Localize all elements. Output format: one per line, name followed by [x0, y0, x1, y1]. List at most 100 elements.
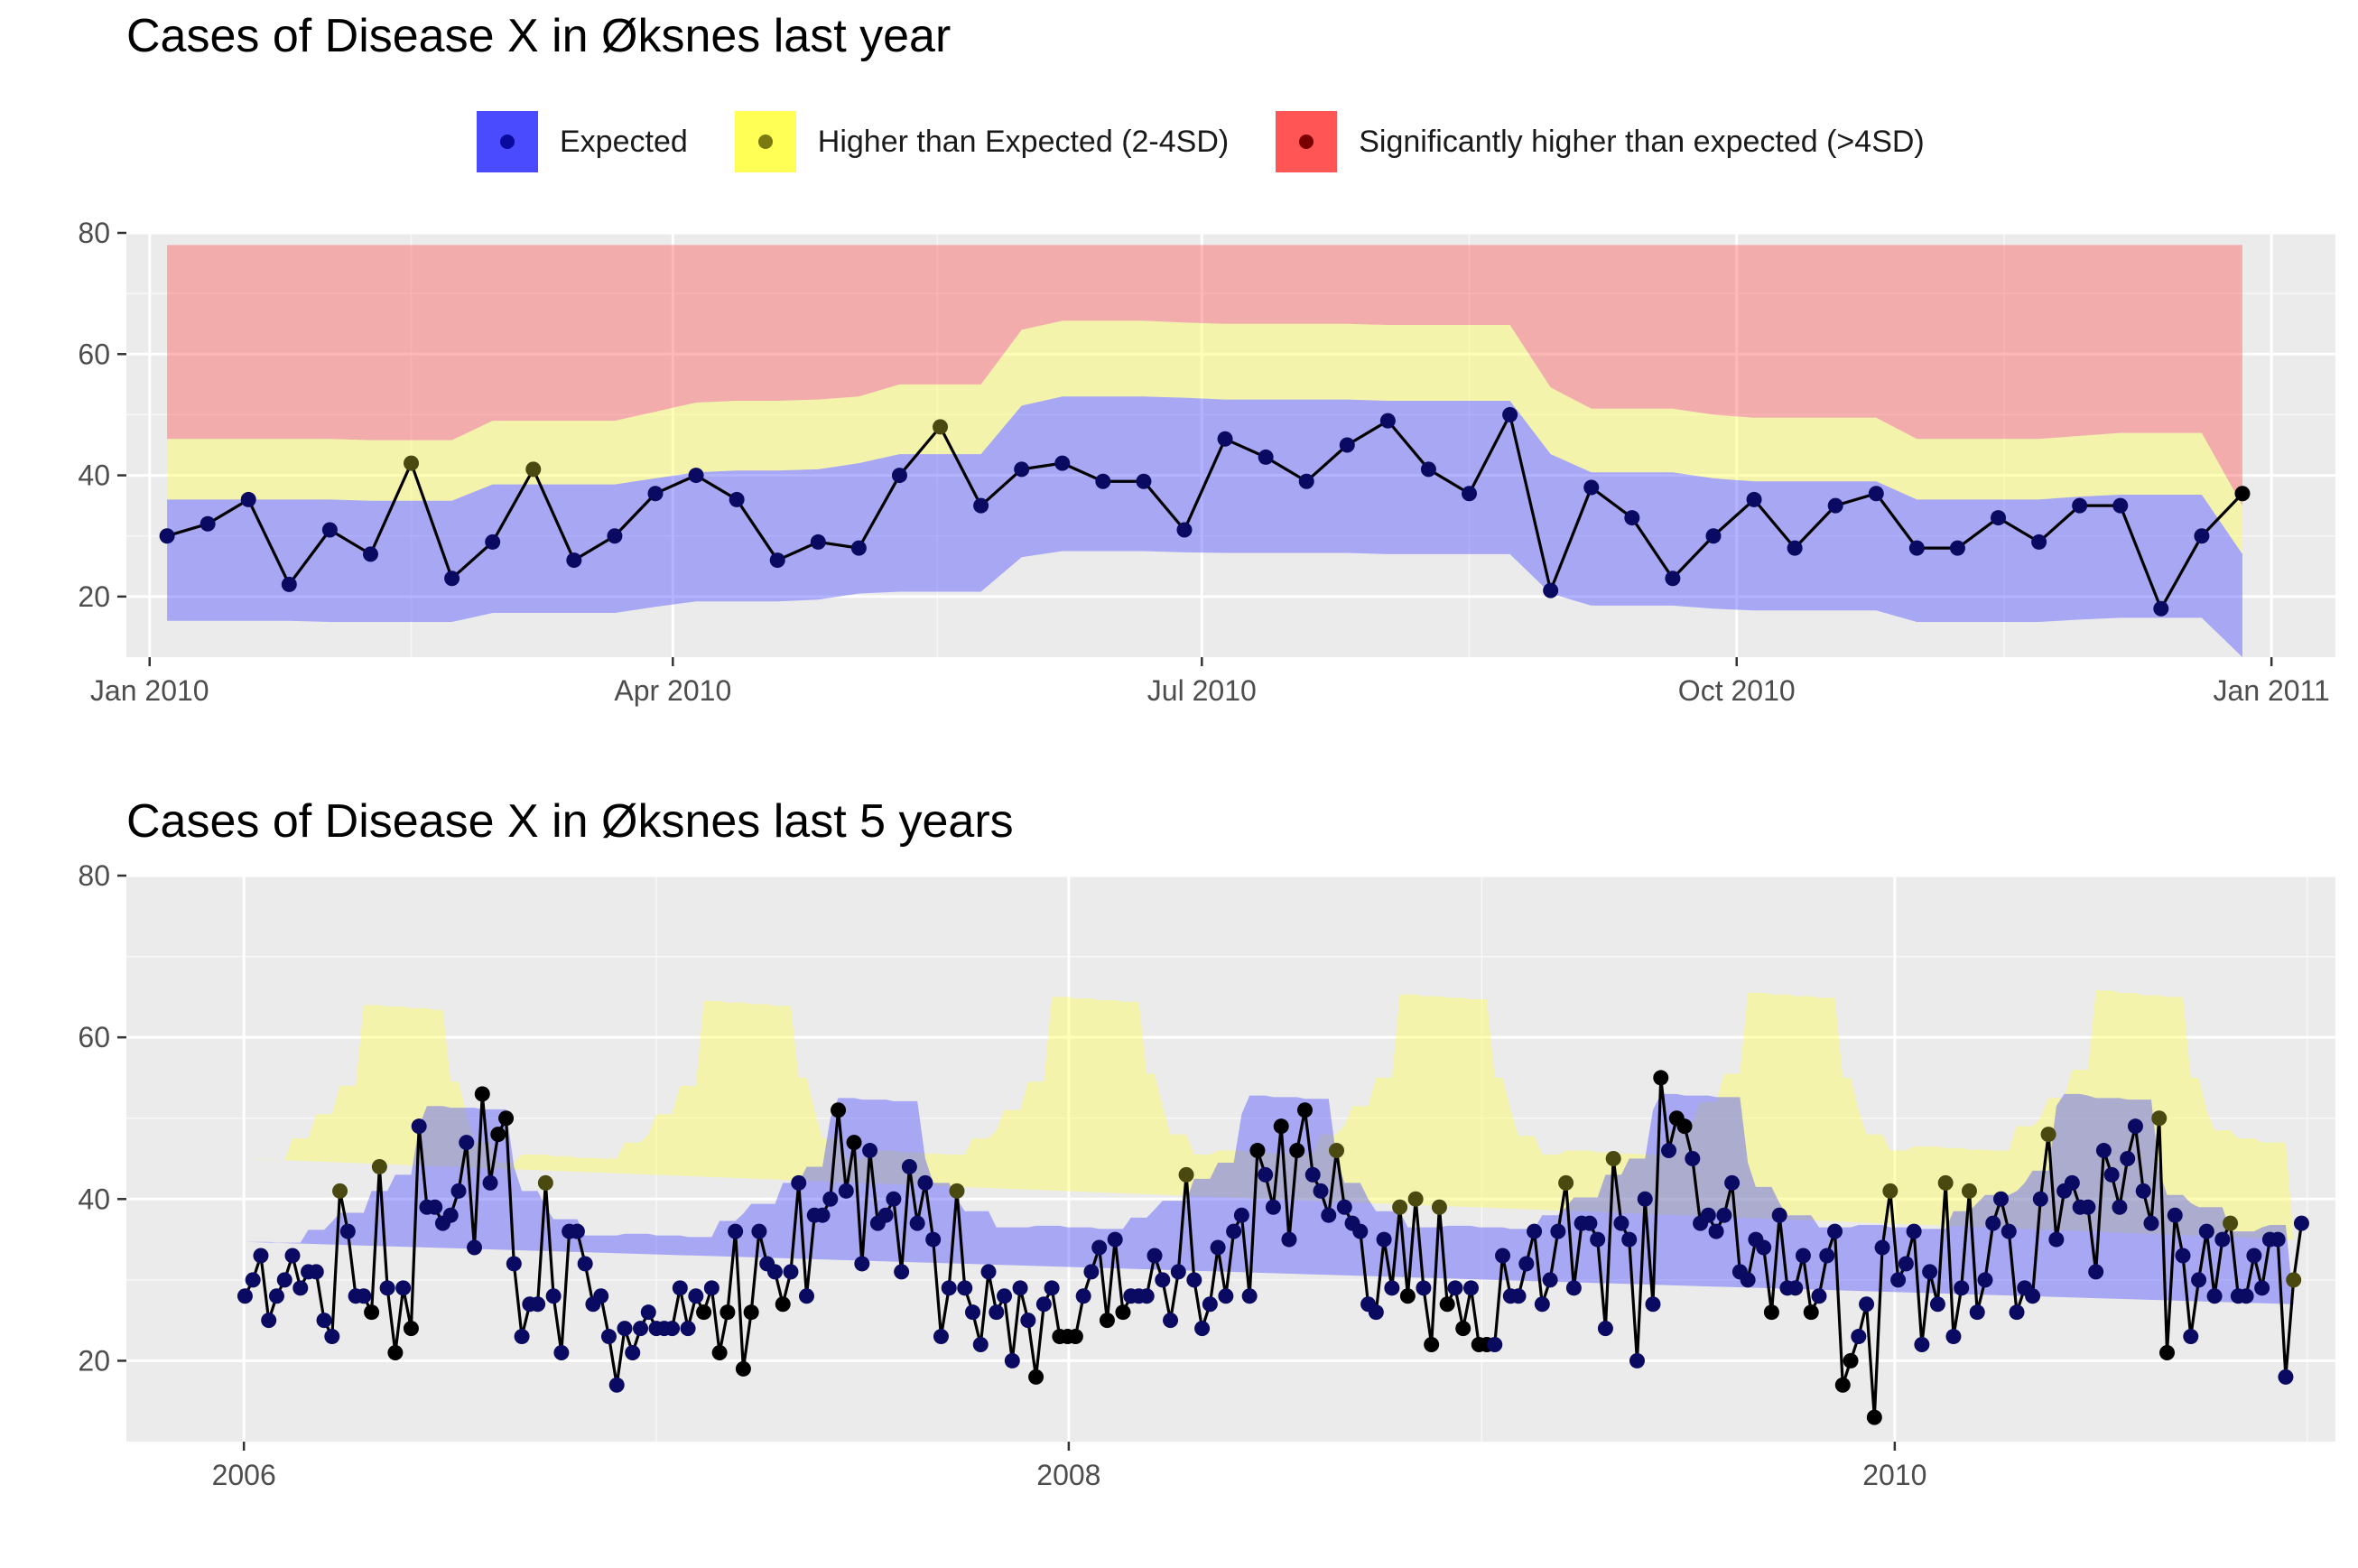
case-point: [1241, 1288, 1258, 1304]
case-point: [1115, 1304, 1131, 1321]
case-point: [577, 1256, 593, 1272]
case-point: [964, 1304, 980, 1321]
case-point: [2135, 1183, 2151, 1199]
case-point: [1510, 1288, 1527, 1304]
case-point: [1645, 1296, 1661, 1313]
legend-label-higher: Higher than Expected (2-4SD): [817, 124, 1230, 159]
case-point: [680, 1321, 696, 1337]
case-point: [1716, 1207, 1732, 1223]
case-point: [1859, 1296, 1875, 1313]
case-point: [1067, 1329, 1083, 1345]
case-point: [1420, 461, 1436, 478]
case-point: [783, 1264, 799, 1280]
case-point: [1099, 1313, 1115, 1329]
case-point: [1851, 1329, 1867, 1345]
case-point: [2112, 497, 2129, 514]
case-point: [1329, 1143, 1345, 1159]
case-point: [1705, 528, 1722, 544]
case-point: [2095, 1143, 2112, 1159]
case-point: [281, 576, 297, 592]
y-tick-label: 60: [78, 1021, 110, 1053]
case-point: [1629, 1352, 1645, 1369]
case-point: [498, 1110, 515, 1127]
case-point: [1462, 1280, 1479, 1296]
case-point: [2191, 1272, 2207, 1288]
case-point: [292, 1280, 309, 1296]
case-point: [1827, 497, 1843, 514]
case-point: [1455, 1321, 1471, 1337]
case-point: [972, 1337, 989, 1353]
case-point: [2159, 1344, 2176, 1360]
case-point: [593, 1288, 609, 1304]
case-point: [2183, 1329, 2199, 1345]
case-point: [1637, 1191, 1653, 1207]
case-point: [2270, 1231, 2286, 1248]
case-point: [2167, 1207, 2183, 1223]
case-point: [917, 1174, 933, 1191]
case-point: [404, 455, 420, 471]
case-point: [1518, 1256, 1535, 1272]
case-point: [261, 1313, 277, 1329]
case-point: [894, 1264, 910, 1280]
case-point: [387, 1344, 404, 1360]
case-point: [490, 1127, 506, 1143]
case-point: [711, 1344, 728, 1360]
case-point: [364, 1304, 380, 1321]
case-point: [1882, 1183, 1898, 1199]
case-point: [751, 1223, 767, 1239]
case-point: [450, 1183, 467, 1199]
case-point: [1384, 1280, 1400, 1296]
case-point: [1376, 1231, 1392, 1248]
y-tick-label: 80: [78, 217, 110, 249]
case-point: [1795, 1248, 1811, 1264]
case-point: [2238, 1288, 2254, 1304]
case-point: [1035, 1296, 1052, 1313]
case-point: [877, 1207, 894, 1223]
case-point: [474, 1086, 490, 1102]
case-point: [2286, 1272, 2302, 1288]
case-point: [427, 1199, 443, 1215]
case-point: [775, 1296, 791, 1313]
case-point: [1407, 1191, 1424, 1207]
case-point: [1811, 1288, 1827, 1304]
case-point: [1147, 1248, 1163, 1264]
case-point: [1136, 473, 1152, 489]
case-point: [525, 461, 542, 478]
case-point: [362, 546, 378, 562]
case-point: [933, 419, 949, 435]
case-point: [1954, 1280, 1970, 1296]
case-point: [1439, 1296, 1455, 1313]
case-point: [1890, 1272, 1907, 1288]
case-point: [1969, 1304, 1985, 1321]
case-point: [1296, 1102, 1313, 1118]
case-point: [647, 486, 664, 502]
case-point: [2072, 497, 2088, 514]
case-point: [2103, 1166, 2120, 1183]
case-point: [2032, 1191, 2048, 1207]
case-point: [403, 1321, 419, 1337]
x-tick-label: Jan 2011: [2214, 674, 2330, 707]
case-point: [237, 1288, 253, 1304]
case-point: [696, 1304, 712, 1321]
case-point: [411, 1118, 427, 1135]
case-point: [530, 1296, 546, 1313]
case-point: [1298, 473, 1314, 489]
case-point: [1502, 406, 1518, 422]
case-point: [321, 522, 338, 538]
case-point: [1827, 1223, 1843, 1239]
case-point: [1724, 1174, 1741, 1191]
case-point: [1961, 1183, 1977, 1199]
case-point: [1462, 486, 1478, 502]
case-point: [941, 1280, 957, 1296]
x-tick-label: Oct 2010: [1678, 674, 1796, 707]
case-point: [850, 540, 867, 556]
case-point: [600, 1329, 617, 1345]
case-point: [1977, 1272, 1993, 1288]
case-point: [688, 468, 704, 484]
case-point: [1868, 486, 1884, 502]
case-point: [566, 552, 582, 569]
x-tick-label: Jul 2010: [1147, 674, 1257, 707]
case-point: [838, 1183, 854, 1199]
case-point: [1020, 1313, 1036, 1329]
case-point: [1866, 1409, 1882, 1425]
